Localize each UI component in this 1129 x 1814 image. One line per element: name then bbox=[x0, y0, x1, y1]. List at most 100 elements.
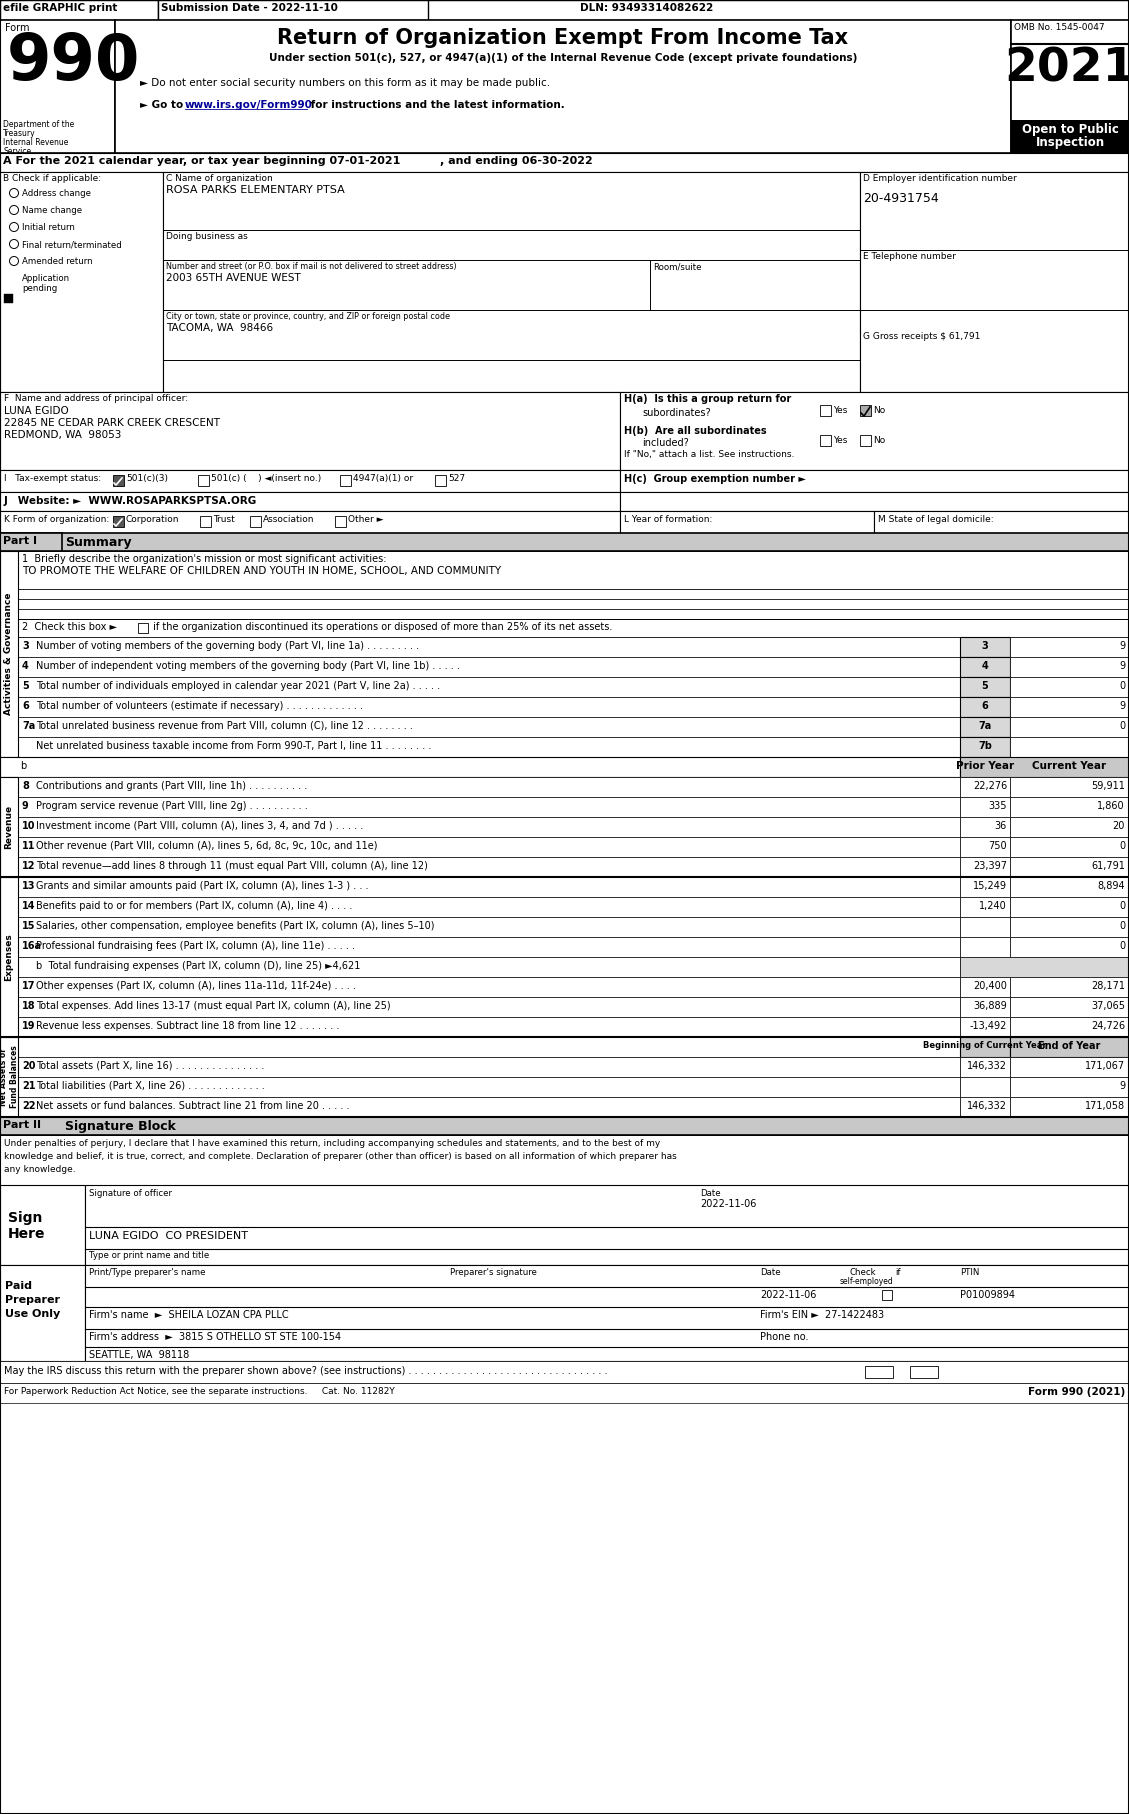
Bar bbox=[0, 1038, 960, 1058]
Text: 17: 17 bbox=[21, 981, 35, 990]
Bar bbox=[960, 756, 1129, 776]
Text: No: No bbox=[914, 1368, 927, 1377]
Bar bbox=[18, 677, 960, 697]
Text: 18: 18 bbox=[21, 1001, 36, 1010]
Text: Contributions and grants (Part VIII, line 1h) . . . . . . . . . .: Contributions and grants (Part VIII, lin… bbox=[36, 782, 307, 791]
Bar bbox=[960, 958, 1129, 978]
Bar bbox=[960, 896, 1010, 918]
Text: Total number of individuals employed in calendar year 2021 (Part V, line 2a) . .: Total number of individuals employed in … bbox=[36, 680, 440, 691]
Text: Signature Block: Signature Block bbox=[65, 1119, 176, 1134]
Bar bbox=[874, 512, 1129, 533]
Bar bbox=[85, 1185, 1129, 1264]
Text: 14: 14 bbox=[21, 902, 35, 911]
Bar bbox=[1010, 876, 1129, 896]
Bar bbox=[18, 938, 960, 958]
Bar bbox=[18, 599, 1129, 610]
Text: Total revenue—add lines 8 through 11 (must equal Part VIII, column (A), line 12): Total revenue—add lines 8 through 11 (mu… bbox=[36, 862, 428, 871]
Text: if the organization discontinued its operations or disposed of more than 25% of : if the organization discontinued its ope… bbox=[150, 622, 612, 631]
Bar bbox=[620, 392, 1129, 470]
Text: Address change: Address change bbox=[21, 189, 91, 198]
Bar bbox=[1010, 20, 1129, 152]
Bar bbox=[18, 1097, 960, 1117]
Text: Signature of officer: Signature of officer bbox=[89, 1188, 172, 1197]
Text: 750: 750 bbox=[988, 842, 1007, 851]
Text: 2021: 2021 bbox=[1005, 47, 1129, 93]
Bar bbox=[1010, 998, 1129, 1018]
Text: 37,065: 37,065 bbox=[1091, 1001, 1124, 1010]
Bar bbox=[860, 405, 870, 415]
Text: I   Tax-exempt status:: I Tax-exempt status: bbox=[5, 473, 102, 483]
Text: 2  Check this box ►: 2 Check this box ► bbox=[21, 622, 117, 631]
Text: Initial return: Initial return bbox=[21, 223, 75, 232]
Text: self-employed: self-employed bbox=[840, 1277, 894, 1286]
Text: G Gross receipts $ 61,791: G Gross receipts $ 61,791 bbox=[863, 332, 980, 341]
Text: 59,911: 59,911 bbox=[1091, 782, 1124, 791]
Circle shape bbox=[9, 256, 18, 265]
Bar bbox=[0, 20, 115, 152]
Text: , and ending 06-30-2022: , and ending 06-30-2022 bbox=[440, 156, 593, 167]
Text: H(c)  Group exemption number ►: H(c) Group exemption number ► bbox=[624, 473, 806, 484]
Bar bbox=[960, 918, 1010, 938]
Text: 501(c)(3): 501(c)(3) bbox=[126, 473, 168, 483]
Bar bbox=[0, 551, 18, 756]
Text: 335: 335 bbox=[989, 802, 1007, 811]
Bar bbox=[5, 294, 14, 303]
Text: 1  Briefly describe the organization's mission or most significant activities:: 1 Briefly describe the organization's mi… bbox=[21, 553, 386, 564]
Text: Name change: Name change bbox=[21, 207, 82, 216]
Bar bbox=[0, 492, 620, 512]
Text: 2003 65TH AVENUE WEST: 2003 65TH AVENUE WEST bbox=[166, 272, 300, 283]
Bar bbox=[0, 470, 620, 492]
Text: 22845 NE CEDAR PARK CREEK CRESCENT: 22845 NE CEDAR PARK CREEK CRESCENT bbox=[5, 417, 220, 428]
Text: City or town, state or province, country, and ZIP or foreign postal code: City or town, state or province, country… bbox=[166, 312, 450, 321]
Text: Preparer's signature: Preparer's signature bbox=[450, 1268, 537, 1277]
Text: 12: 12 bbox=[21, 862, 35, 871]
Bar bbox=[1010, 1097, 1129, 1117]
Text: A For the 2021 calendar year, or tax year beginning 07-01-2021: A For the 2021 calendar year, or tax yea… bbox=[3, 156, 401, 167]
Text: Yes: Yes bbox=[870, 1368, 884, 1377]
Bar bbox=[960, 736, 1010, 756]
Text: Doing business as: Doing business as bbox=[166, 232, 247, 241]
Text: Department of the: Department of the bbox=[3, 120, 75, 129]
Bar bbox=[18, 796, 960, 816]
Text: 9: 9 bbox=[1119, 640, 1124, 651]
Text: No: No bbox=[873, 406, 885, 415]
Bar bbox=[1010, 938, 1129, 958]
Bar bbox=[18, 998, 960, 1018]
Bar bbox=[1010, 1058, 1129, 1078]
Bar bbox=[18, 657, 960, 677]
Text: 7b: 7b bbox=[978, 740, 992, 751]
Bar bbox=[620, 470, 1129, 492]
Bar bbox=[18, 856, 960, 876]
Text: Revenue less expenses. Subtract line 18 from line 12 . . . . . . .: Revenue less expenses. Subtract line 18 … bbox=[36, 1021, 340, 1030]
Text: Current Year: Current Year bbox=[1032, 762, 1106, 771]
Bar bbox=[960, 856, 1010, 876]
Text: Association: Association bbox=[263, 515, 315, 524]
Text: 20: 20 bbox=[21, 1061, 35, 1070]
Text: 11: 11 bbox=[21, 842, 35, 851]
Text: 7a: 7a bbox=[979, 720, 991, 731]
Text: Total assets (Part X, line 16) . . . . . . . . . . . . . . .: Total assets (Part X, line 16) . . . . .… bbox=[36, 1061, 264, 1070]
Text: Use Only: Use Only bbox=[5, 1310, 60, 1319]
Bar bbox=[960, 1038, 1010, 1058]
Bar bbox=[1010, 717, 1129, 736]
Circle shape bbox=[9, 205, 18, 214]
Text: Number of independent voting members of the governing body (Part VI, line 1b) . : Number of independent voting members of … bbox=[36, 660, 460, 671]
Text: 9: 9 bbox=[1119, 660, 1124, 671]
Text: C Name of organization: C Name of organization bbox=[166, 174, 273, 183]
Text: Firm's EIN ►  27-1422483: Firm's EIN ► 27-1422483 bbox=[760, 1310, 884, 1321]
Bar bbox=[85, 1264, 1129, 1360]
Text: Yes: Yes bbox=[833, 435, 848, 444]
Text: 0: 0 bbox=[1119, 902, 1124, 911]
Text: Beginning of Current Year: Beginning of Current Year bbox=[924, 1041, 1047, 1050]
Bar bbox=[18, 876, 960, 896]
Text: Inspection: Inspection bbox=[1035, 136, 1104, 149]
Text: K Form of organization:: K Form of organization: bbox=[5, 515, 110, 524]
Text: 0: 0 bbox=[1119, 680, 1124, 691]
Text: Professional fundraising fees (Part IX, column (A), line 11e) . . . . .: Professional fundraising fees (Part IX, … bbox=[36, 941, 355, 951]
Bar bbox=[18, 1018, 960, 1038]
Text: LUNA EGIDO: LUNA EGIDO bbox=[5, 406, 69, 415]
Text: 3: 3 bbox=[981, 640, 988, 651]
Bar bbox=[18, 836, 960, 856]
Text: b: b bbox=[20, 762, 26, 771]
Bar bbox=[18, 717, 960, 736]
